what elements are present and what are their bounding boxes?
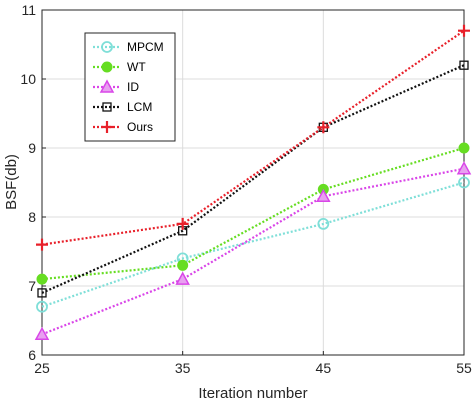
data-point xyxy=(317,217,330,230)
y-axis-ticks: 6 7 8 9 10 11 xyxy=(20,2,46,363)
data-point xyxy=(36,238,48,251)
series-wt xyxy=(36,142,470,285)
legend-item-id: ID xyxy=(93,79,139,94)
data-point xyxy=(177,259,189,271)
data-point xyxy=(176,217,189,230)
x-tick-label: 55 xyxy=(456,360,472,376)
data-point xyxy=(175,271,190,285)
x-tick-label: 25 xyxy=(34,360,50,376)
x-tick-label: 35 xyxy=(175,360,191,376)
x-axis-ticks: 25 35 45 55 xyxy=(34,351,472,376)
legend-marker xyxy=(101,121,113,133)
legend-item-mpcm: MPCM xyxy=(93,40,164,54)
data-point xyxy=(36,300,48,313)
y-tick-label: 7 xyxy=(28,278,36,294)
legend-item-lcm: LCM xyxy=(93,100,152,114)
legend-label: LCM xyxy=(127,100,152,114)
legend-marker xyxy=(101,61,113,73)
y-tick-label: 11 xyxy=(21,2,36,18)
series-line xyxy=(41,146,465,281)
series-line xyxy=(41,64,465,294)
legend-item-ours: Ours xyxy=(93,120,153,134)
x-axis-label: Iteration number xyxy=(198,385,307,402)
x-tick-label: 45 xyxy=(316,360,332,376)
series-id xyxy=(34,161,472,341)
series-ours xyxy=(36,24,470,251)
legend-box xyxy=(84,32,176,142)
legend-label: MPCM xyxy=(127,40,164,54)
legend-label: WT xyxy=(127,60,146,74)
legend-label: Ours xyxy=(127,120,153,134)
y-tick-label: 9 xyxy=(28,140,36,156)
data-point xyxy=(316,188,331,203)
legend: MPCM WT ID LCM Ours xyxy=(84,32,176,142)
legend-marker xyxy=(101,41,113,53)
series-mpcm xyxy=(36,176,470,313)
series-lines xyxy=(34,24,472,341)
data-point xyxy=(456,161,472,175)
data-point xyxy=(458,142,470,154)
data-point xyxy=(37,288,47,298)
legend-label: ID xyxy=(127,80,139,94)
legend-marker xyxy=(99,79,115,93)
legend-item-wt: WT xyxy=(93,60,146,74)
data-point xyxy=(34,326,50,341)
y-tick-label: 10 xyxy=(20,71,36,87)
data-point xyxy=(36,273,48,285)
data-point xyxy=(458,24,470,37)
legend-marker xyxy=(102,102,112,112)
series-line xyxy=(41,167,465,336)
data-point xyxy=(458,176,470,189)
data-point xyxy=(317,121,330,134)
y-tick-label: 6 xyxy=(28,347,36,363)
y-axis-label: BSF(db) xyxy=(3,154,20,210)
data-point xyxy=(459,60,469,70)
series-line xyxy=(41,181,465,308)
y-tick-label: 8 xyxy=(28,209,36,225)
